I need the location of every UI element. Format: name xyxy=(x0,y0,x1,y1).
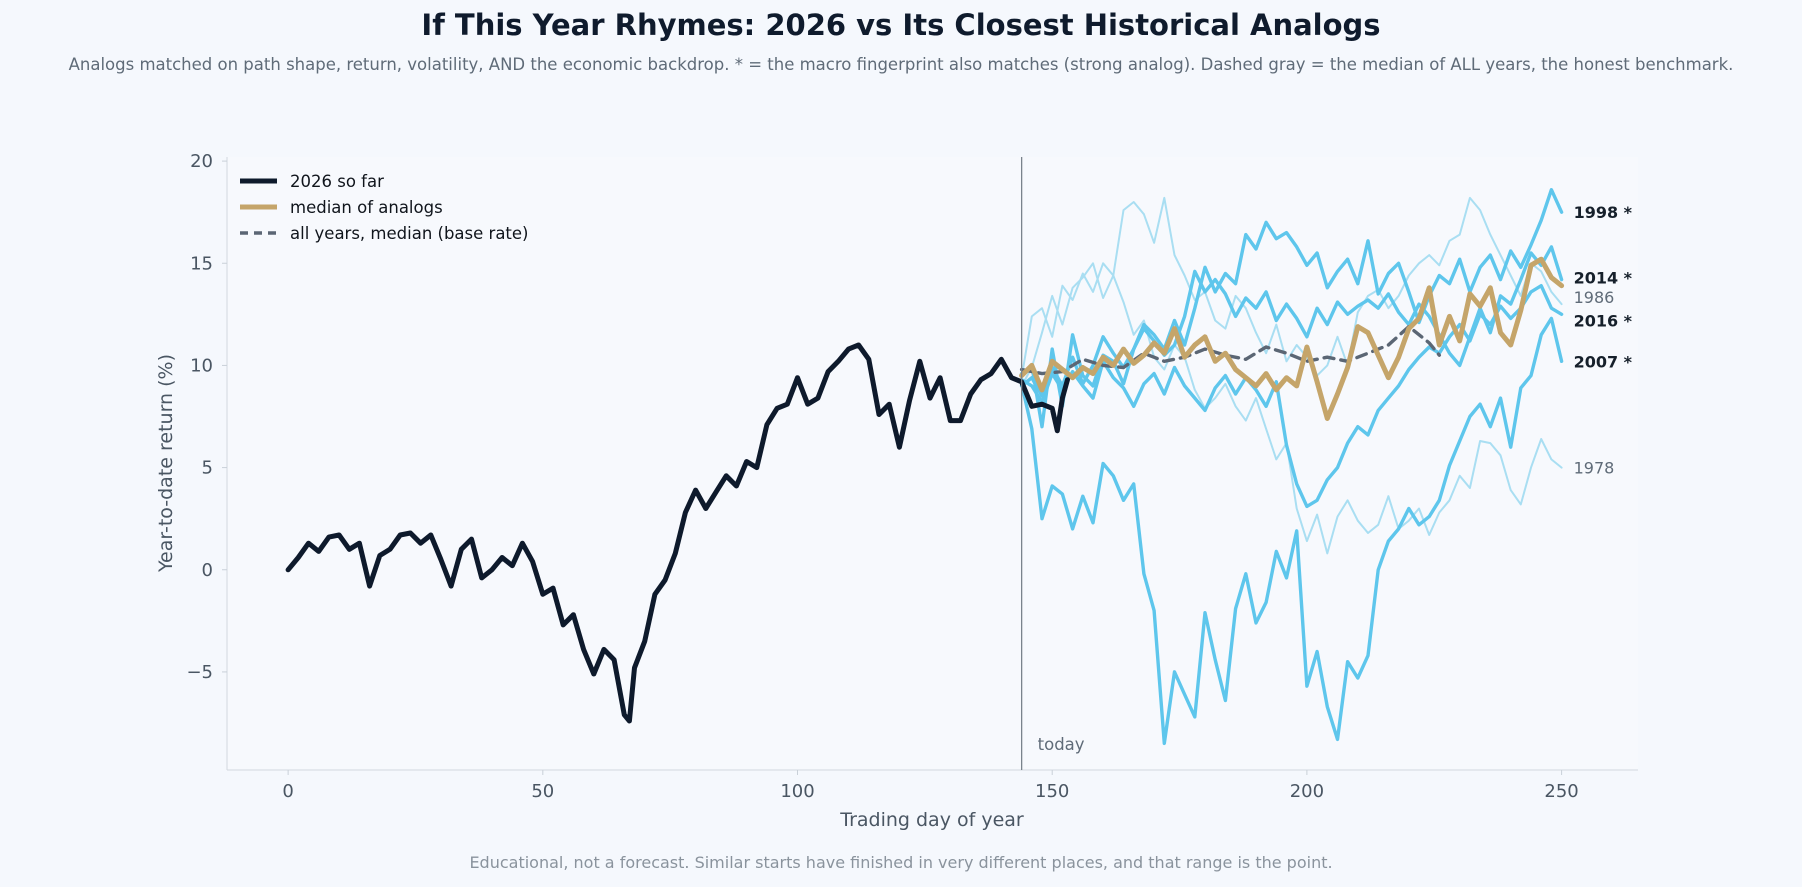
chart-title: If This Year Rhymes: 2026 vs Its Closest… xyxy=(421,8,1381,42)
legend: 2026 so far median of analogs all years, m… xyxy=(240,172,529,243)
plot-area xyxy=(227,157,1638,770)
end-label-2016: 2016 * xyxy=(1574,311,1633,330)
end-label-2014: 2014 * xyxy=(1574,269,1633,288)
legend-item-all-years-median-base-rate: all years, median (base rate) xyxy=(290,224,529,243)
disclaimer-footer: Educational, not a forecast. Similar sta… xyxy=(469,853,1333,872)
series-layer xyxy=(285,188,1565,746)
series-line-all-years-median-base-rate xyxy=(1019,324,1441,376)
y-axis-label: Year-to-date return (%) xyxy=(155,354,177,573)
y-tick-label: −5 xyxy=(186,662,213,683)
end-label-1998: 1998 * xyxy=(1574,203,1633,222)
series-line-1978 xyxy=(1020,262,1563,555)
chart-subtitle: Analogs matched on path shape, return, v… xyxy=(68,55,1734,74)
today-marker: today xyxy=(1020,157,1085,770)
x-tick-label: 200 xyxy=(1290,781,1324,802)
y-tick-label: 5 xyxy=(202,458,213,479)
x-tick-label: 250 xyxy=(1544,781,1578,802)
today-label: today xyxy=(1038,735,1085,754)
x-tick-label: 0 xyxy=(282,781,293,802)
x-tick-label: 50 xyxy=(531,781,554,802)
series-line-1998 xyxy=(1019,188,1564,429)
axes xyxy=(226,157,1638,771)
legend-item-2026-so-far: 2026 so far xyxy=(290,172,384,191)
legend-item-median-of-analogs: median of analogs xyxy=(290,198,443,217)
series-line-2026-so-far xyxy=(285,342,1070,724)
y-tick-label: 0 xyxy=(202,560,213,581)
axis-ticks: 0 50 100 150 200 250 −5 0 5 10 15 20 xyxy=(186,151,1578,802)
series-line-1986 xyxy=(1020,196,1563,379)
end-label-1978: 1978 xyxy=(1574,459,1615,478)
x-tick-label: 150 xyxy=(1035,781,1069,802)
series-end-labels: 1998 * 2014 * 2016 * 2007 * 1986 1978 xyxy=(1574,203,1633,477)
y-tick-label: 10 xyxy=(190,355,213,376)
series-line-median-of-analogs xyxy=(1019,256,1565,421)
end-label-1986: 1986 xyxy=(1574,288,1615,307)
series-line-2016 xyxy=(1019,284,1564,509)
y-tick-label: 15 xyxy=(190,253,213,274)
y-tick-label: 20 xyxy=(190,151,213,172)
x-tick-label: 100 xyxy=(780,781,814,802)
end-label-2007: 2007 * xyxy=(1574,352,1633,371)
x-axis-label: Trading day of year xyxy=(839,809,1024,831)
series-line-2007 xyxy=(1019,316,1564,746)
